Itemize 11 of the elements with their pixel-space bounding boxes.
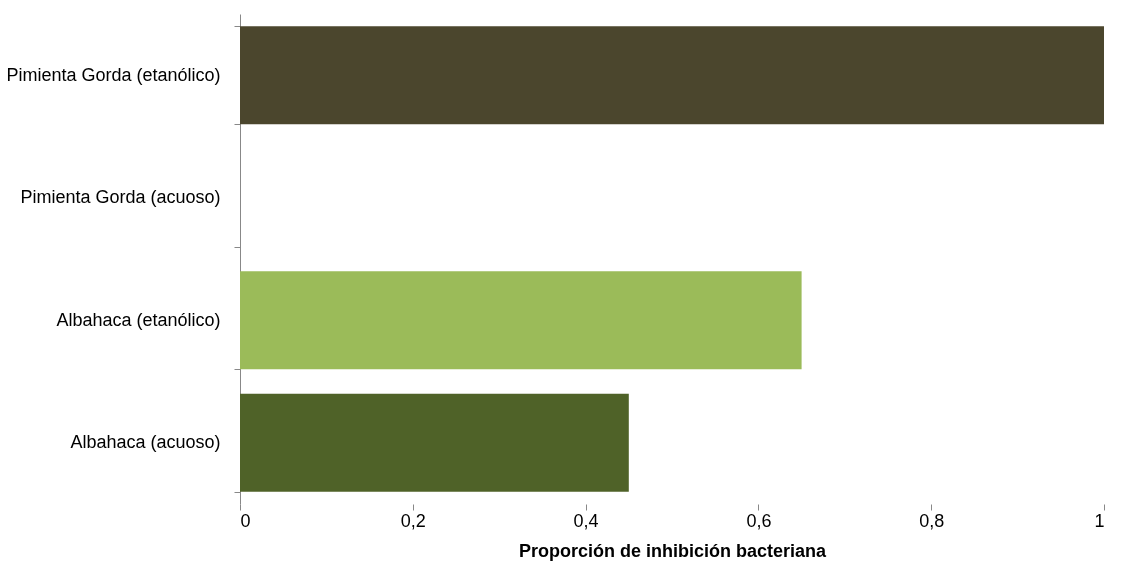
x-tick-label: 0,6 (746, 510, 772, 531)
x-tick-label: 0,2 (400, 510, 426, 531)
x-tick-label: 1 (1094, 510, 1105, 531)
x-tick-label: 0,4 (573, 510, 599, 531)
y-tick-label: Albahaca (acuoso) (70, 432, 221, 453)
x-tick-label: 0,8 (919, 510, 945, 531)
y-tick-label: Pimienta Gorda (etanólico) (6, 64, 221, 85)
y-tick-label: Albahaca (etanólico) (56, 309, 221, 330)
x-tick-label: 0 (240, 510, 251, 531)
y-tick-label: Pimienta Gorda (acuoso) (20, 187, 221, 208)
x-axis-title: Proporción de inhibición bacteriana (518, 540, 828, 561)
